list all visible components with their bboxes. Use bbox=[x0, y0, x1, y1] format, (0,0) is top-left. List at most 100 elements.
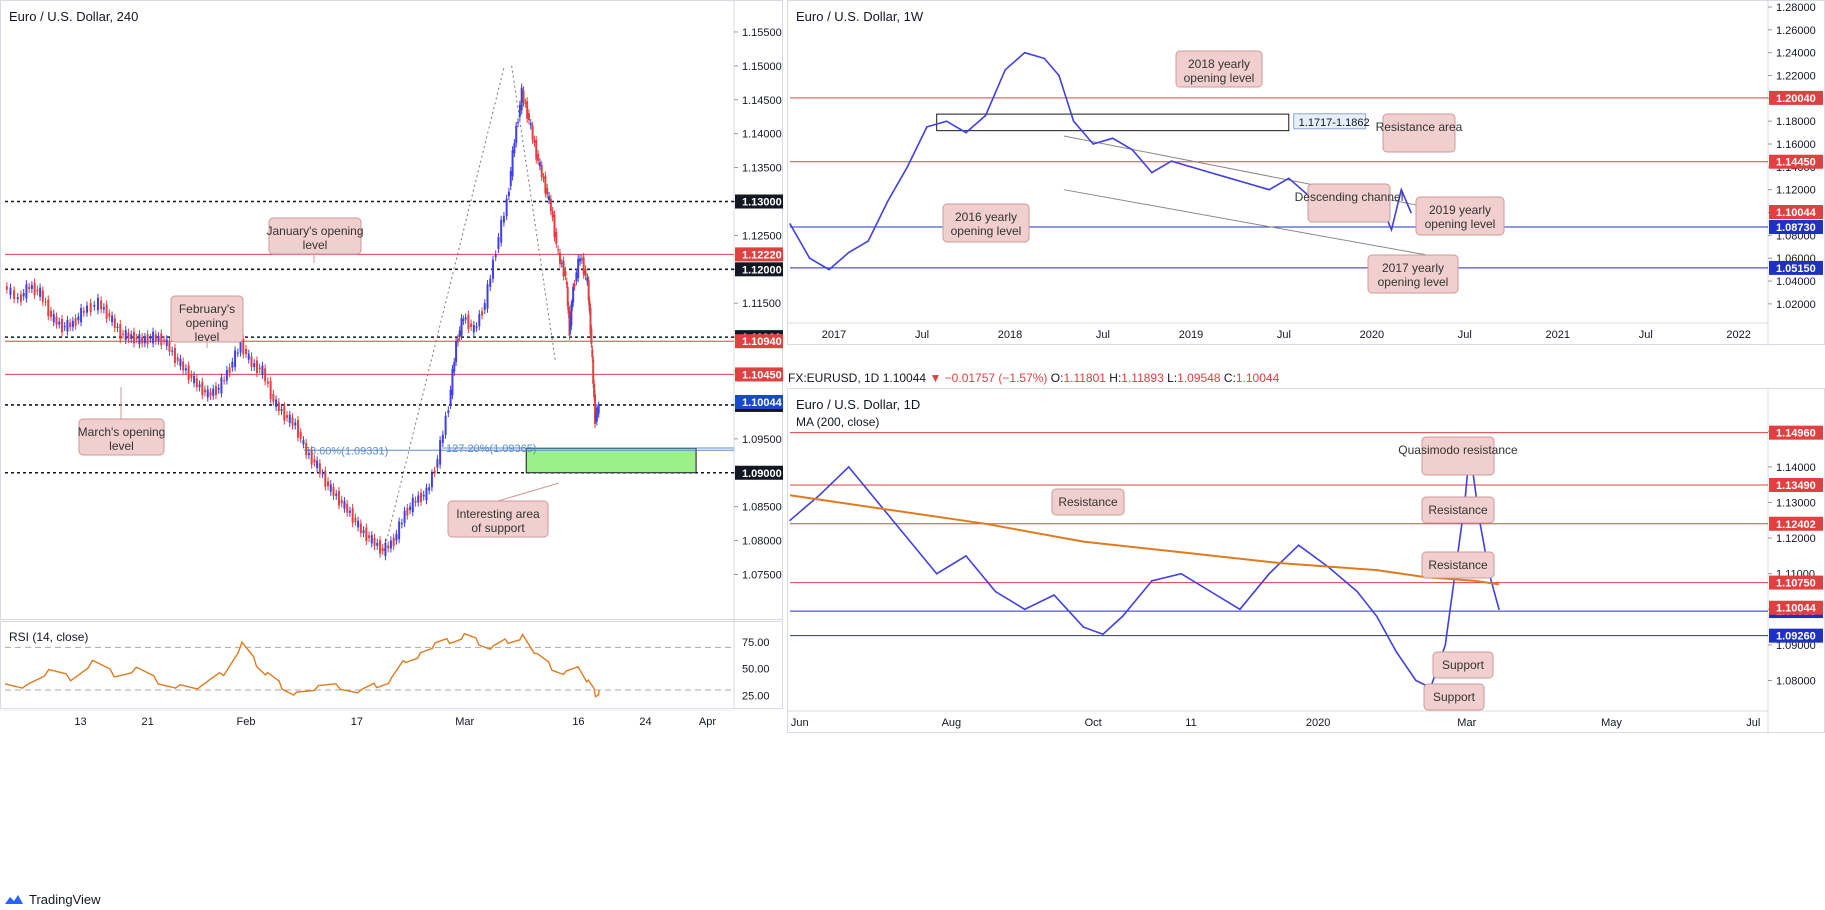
candle-body bbox=[553, 214, 556, 238]
candle-body bbox=[494, 254, 497, 258]
y-tick-label: 1.14000 bbox=[742, 129, 782, 141]
candle-body bbox=[209, 392, 212, 396]
candle-body bbox=[318, 463, 321, 474]
candle-body bbox=[116, 326, 119, 328]
candle-body bbox=[558, 253, 561, 264]
ticker-down-icon: ▼ bbox=[929, 371, 942, 385]
y-tick-label: 1.13000 bbox=[1776, 497, 1816, 509]
series-point bbox=[887, 200, 889, 202]
note-resistance-area-box bbox=[1382, 113, 1456, 153]
candle-body bbox=[258, 367, 261, 370]
level-label: 1.14960 bbox=[1776, 428, 1816, 440]
candle-body bbox=[89, 302, 92, 313]
candle-body bbox=[122, 333, 125, 335]
candle-body bbox=[489, 278, 492, 287]
series-point bbox=[906, 537, 909, 539]
h4-panel[interactable]: Euro / U.S. Dollar, 240 1.07500 1.08000 1.… bbox=[0, 0, 784, 621]
candle-body bbox=[470, 323, 473, 327]
candle-body bbox=[419, 492, 422, 502]
note-2017-box bbox=[1367, 254, 1459, 294]
candle-body bbox=[69, 322, 72, 328]
d1-panel[interactable]: Euro / U.S. Dollar, 1D MA (200, close) 1… bbox=[787, 388, 1825, 734]
candle-body bbox=[411, 497, 414, 513]
ticker-open-label: O: bbox=[1050, 371, 1064, 385]
candle-body bbox=[578, 258, 581, 262]
candle-body bbox=[537, 154, 540, 161]
candle-body bbox=[245, 348, 248, 355]
candle-body bbox=[190, 374, 193, 378]
candle-body bbox=[486, 284, 489, 309]
candle-body bbox=[430, 473, 433, 488]
candle-body bbox=[340, 499, 343, 504]
candle-body bbox=[66, 319, 69, 332]
series-point bbox=[1248, 183, 1251, 185]
x-tick-label: Mar bbox=[1457, 717, 1476, 729]
series-point bbox=[1111, 137, 1114, 140]
series-point bbox=[818, 494, 821, 497]
candle-body bbox=[517, 122, 520, 124]
rsi-chart[interactable]: 25.00 50.00 75.00 bbox=[1, 622, 784, 710]
note-support-2-text: Support bbox=[1433, 690, 1476, 704]
candle-body bbox=[392, 537, 395, 546]
resistance-box bbox=[936, 113, 1290, 132]
x-tick-label: 24 bbox=[639, 716, 651, 728]
candle-body bbox=[283, 406, 286, 421]
candle-body bbox=[595, 407, 598, 422]
candle-body bbox=[296, 419, 299, 438]
candle-body bbox=[588, 300, 591, 311]
w1-chart[interactable]: 1.020001.040001.060001.080001.100001.120… bbox=[788, 1, 1825, 346]
w1-panel[interactable]: Euro / U.S. Dollar, 1W 1.02000 1.04000 1.0… bbox=[787, 0, 1825, 346]
x-tick-label: Jul bbox=[915, 329, 929, 341]
candle-body bbox=[548, 196, 551, 201]
candle-body bbox=[324, 470, 327, 487]
series-point bbox=[945, 120, 948, 122]
y-tick-label: 1.15500 bbox=[742, 27, 782, 39]
candle-body bbox=[321, 473, 324, 475]
candle-body bbox=[357, 520, 360, 528]
candle-body bbox=[513, 143, 516, 154]
note-resistance-mid-box bbox=[1051, 488, 1125, 516]
note-support-1-text: Support bbox=[1442, 658, 1485, 672]
candle-body bbox=[327, 481, 330, 487]
candle-body bbox=[157, 336, 160, 341]
candle-body bbox=[540, 164, 543, 178]
x-tick-label: 21 bbox=[141, 716, 153, 728]
candle-body bbox=[564, 271, 567, 277]
x-tick-label: Jul bbox=[1746, 717, 1760, 729]
level-label: 1.09000 bbox=[742, 468, 782, 480]
candle-body bbox=[310, 450, 313, 465]
candle-body bbox=[275, 399, 278, 407]
y-tick-label: 1.12000 bbox=[1776, 533, 1816, 545]
candle-body bbox=[351, 508, 354, 524]
level-label: 1.12402 bbox=[1776, 519, 1816, 531]
candle-body bbox=[562, 260, 565, 277]
rsi-panel[interactable]: RSI (14, close) 25.00 50.00 75.00 bbox=[0, 621, 784, 710]
candle-body bbox=[19, 294, 22, 302]
candle-body bbox=[571, 302, 574, 308]
h4-chart[interactable]: 1.07500 1.08000 1.08500 1.09000 1.09500 1.100… bbox=[1, 1, 784, 621]
candle-body bbox=[228, 367, 231, 374]
series-point bbox=[828, 268, 830, 271]
candle-body bbox=[398, 521, 401, 540]
series-point bbox=[1415, 679, 1417, 682]
candle-body bbox=[359, 523, 362, 534]
x-tick-label: Oct bbox=[1085, 717, 1102, 729]
series-point bbox=[1043, 57, 1046, 60]
candle-body bbox=[119, 324, 122, 340]
d1-chart[interactable]: 1.080001.090001.100001.110001.120001.130… bbox=[788, 389, 1825, 734]
note-resistance-right-2-box bbox=[1421, 551, 1495, 579]
candle-body bbox=[453, 361, 456, 372]
candle-body bbox=[589, 307, 592, 335]
w1-series bbox=[789, 51, 1412, 271]
candle-body bbox=[551, 210, 554, 218]
candle-body bbox=[299, 432, 302, 439]
series-point bbox=[1082, 626, 1085, 628]
level-badge bbox=[735, 194, 783, 209]
level-badge bbox=[1769, 478, 1823, 493]
candle-body bbox=[220, 377, 223, 394]
y-tick-label: 1.02000 bbox=[1776, 299, 1816, 311]
candle-body bbox=[526, 101, 529, 119]
candle-body bbox=[80, 307, 83, 323]
candle-body bbox=[384, 542, 387, 557]
candle-body bbox=[491, 259, 494, 279]
